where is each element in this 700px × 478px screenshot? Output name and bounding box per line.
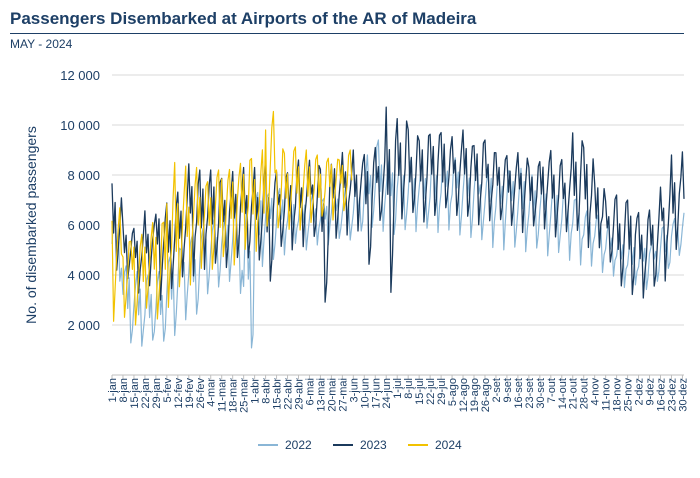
x-tick-label: 23-set [524,378,536,409]
y-tick-label: 8 000 [67,168,100,183]
x-tick-label: 15-abr [272,378,284,410]
legend-label-2022: 2022 [285,438,312,452]
x-tick-label: 23-dez [666,378,678,412]
x-tick-label: 29-jan [151,378,163,409]
series-line-2023 [111,106,685,303]
x-tick-label: 8-abr [261,378,273,404]
x-tick-label: 3-jun [348,378,360,402]
x-tick-label: 18-mar [228,378,240,413]
x-tick-label: 4-mar [206,378,218,407]
x-tick-label: 12-ago [458,378,470,412]
y-axis-ticks: 2 000 4 000 6 000 8 000 10 000 12 000 [60,68,100,333]
x-tick-label: 6-mai [304,378,316,406]
x-tick-label: 14-out [557,378,569,409]
x-tick-label: 4-nov [590,378,602,406]
x-tick-label: 29-jul [436,378,448,405]
x-tick-label: 9-set [502,378,514,402]
y-axis-label: No. of disembarked passengers [23,126,39,324]
legend: 2022 2023 2024 [258,438,462,452]
x-tick-label: 10-jun [359,378,371,409]
x-tick-label: 11-mar [217,378,229,412]
x-tick-label: 8-jan [118,378,130,402]
x-tick-label: 29-abr [293,378,305,410]
x-tick-label: 20-mai [326,378,338,412]
x-tick-label: 2-dez [634,378,646,406]
x-tick-label: 17-jun [370,378,382,409]
x-tick-label: 5-ago [447,378,459,406]
x-tick-label: 26-ago [480,378,492,412]
x-tick-label: 15-jul [414,378,426,405]
x-tick-label: 27-mai [337,378,349,412]
gridlines [112,74,684,326]
x-tick-label: 22-jul [425,378,437,405]
x-tick-label: 30-dez [677,378,689,412]
x-tick-label: 11-nov [601,378,613,411]
legend-label-2024: 2024 [435,438,462,452]
x-tick-label: 16-set [513,378,525,409]
x-tick-label: 5-fev [162,378,174,403]
x-tick-label: 7-out [546,378,558,403]
x-tick-label: 18-nov [612,378,624,412]
x-axis: 1-jan8-jan15-jan22-jan29-jan5-fev12-fev1… [107,374,689,413]
y-tick-label: 12 000 [60,68,100,83]
series-line-2024 [111,110,353,326]
x-tick-label: 21-out [568,378,580,409]
x-tick-label: 16-dez [655,378,667,412]
series-line-2022 [111,139,685,349]
chart-title: Passengers Disembarked at Airports of th… [10,9,477,28]
x-tick-label: 9-dez [645,378,657,406]
x-tick-label: 1-abr [250,378,262,404]
x-tick-label: 24-jun [381,378,393,409]
x-tick-label: 8-jul [403,378,415,399]
chart-subtitle: MAY - 2024 [10,37,73,51]
x-tick-label: 1-jan [107,378,119,402]
x-tick-label: 22-abr [283,378,295,410]
x-tick-label: 12-fev [173,378,185,409]
x-tick-label: 2-set [491,378,503,402]
legend-label-2023: 2023 [360,438,387,452]
series-lines [111,106,685,349]
x-tick-label: 30-set [535,378,547,409]
y-tick-label: 2 000 [67,318,100,333]
x-tick-label: 22-jan [140,378,152,409]
x-tick-label: 28-out [579,378,591,409]
x-tick-label: 25-nov [623,378,635,412]
x-tick-label: 1-jul [392,378,404,399]
y-tick-label: 10 000 [60,118,100,133]
x-tick-label: 13-mai [315,378,327,412]
y-tick-label: 6 000 [67,218,100,233]
x-tick-label: 19-fev [184,378,196,409]
title-divider [10,33,684,34]
x-tick-label: 25-mar [239,378,251,413]
x-tick-label: 26-fev [195,378,207,409]
x-tick-label: 15-jan [129,378,141,409]
x-tick-label: 19-ago [469,378,481,412]
y-tick-label: 4 000 [67,268,100,283]
